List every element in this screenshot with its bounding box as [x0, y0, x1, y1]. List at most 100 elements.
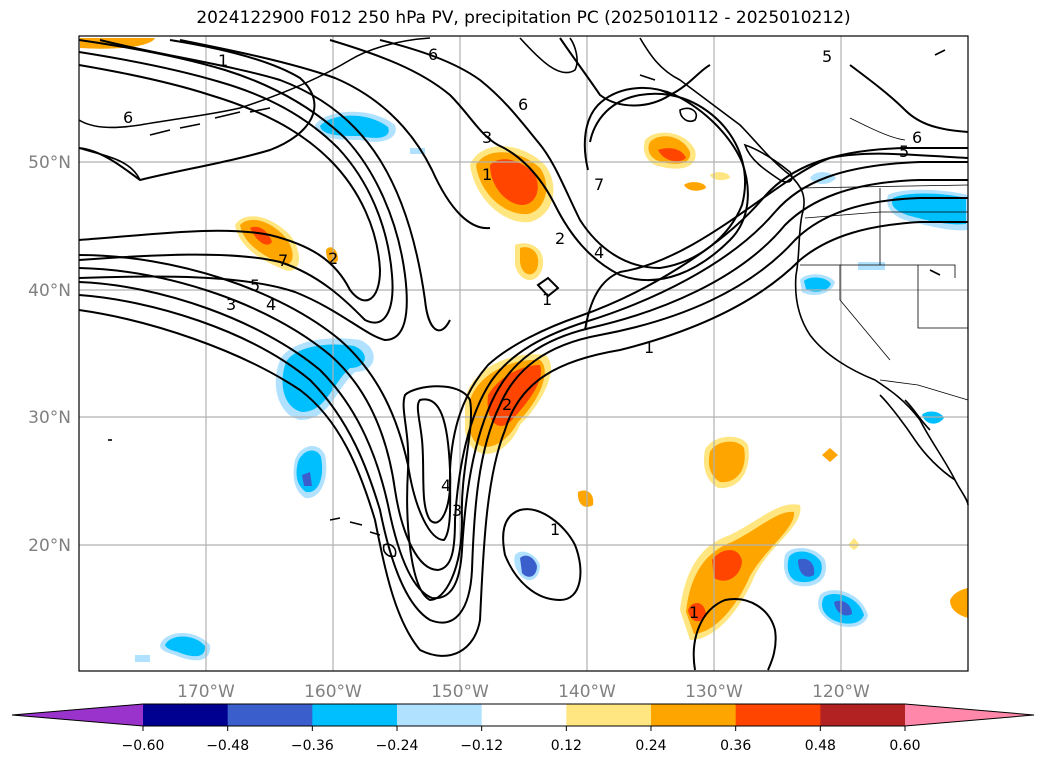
precip-blob: [658, 148, 686, 162]
latitude-labels: 50°N 40°N 30°N 20°N: [28, 153, 71, 556]
colorbar-extend-high: [905, 704, 1034, 726]
pv-contour: [78, 51, 394, 324]
contour-labels: 1 6 5 6 7 4 5 3 2 6 7 1 2 3 4 1 1 4 3 2 …: [123, 45, 922, 622]
colorbar-tick-label: −0.60: [122, 738, 165, 754]
pv-contour: [78, 39, 408, 342]
pv-contour: [692, 598, 777, 671]
pv-contour: [502, 508, 582, 602]
us-canada-border: [799, 184, 969, 189]
contour-label: 4: [441, 476, 451, 495]
colorbar-tick-label: 0.36: [720, 738, 751, 754]
pv-contour: [78, 221, 968, 657]
contour-label: 1: [644, 338, 654, 357]
precip-blob: [892, 193, 966, 225]
pv-contour: [559, 37, 711, 107]
lon-label: 140°W: [558, 682, 616, 702]
pv-contour: [329, 39, 749, 282]
precip-blob: [577, 490, 594, 507]
map-content: 1 6 5 6 7 4 5 3 2 6 7 1 2 3 4 1 1 4 3 2 …: [78, 36, 969, 671]
vancouver-island: [743, 143, 793, 183]
contour-label: 4: [266, 295, 276, 314]
pv-contour: [78, 39, 316, 182]
precip-blob: [834, 600, 852, 616]
coastlines: [78, 37, 969, 558]
precip-blob: [804, 277, 831, 292]
colorbar: −0.60 −0.48 −0.36 −0.24 −0.12 0.12 0.24 0.36 0.4…: [11, 703, 1035, 754]
pv-contour: [78, 179, 968, 600]
lon-label: 150°W: [431, 682, 489, 702]
contour-label: 5: [822, 47, 832, 66]
baja-coast: [879, 394, 956, 481]
colorbar-cell: [312, 704, 398, 726]
precip-blob: [296, 450, 323, 493]
colorbar-extend-low: [12, 704, 143, 726]
contour-label: 3: [482, 128, 492, 147]
precip-blob: [822, 448, 838, 462]
pv-contour: [849, 64, 969, 133]
mexico-border: [879, 379, 969, 401]
pv-contour: [179, 39, 491, 230]
contour-label: 5: [899, 142, 909, 161]
contour-label: 1: [542, 290, 552, 309]
pv-contour: [536, 276, 560, 298]
contour-label: 3: [452, 501, 462, 520]
pv-contour: [99, 39, 451, 332]
precip-blob: [950, 588, 968, 618]
colorbar-tick-label: 0.48: [805, 738, 836, 754]
precip-blob: [282, 344, 365, 412]
colorbar-tick-label: 0.24: [635, 738, 666, 754]
contour-label: 7: [278, 251, 288, 270]
precip-blob: [686, 511, 795, 634]
precip-blob: [708, 441, 745, 483]
precip-blob: [710, 172, 730, 181]
chart-title: 2024122900 F012 250 hPa PV, precipitatio…: [196, 8, 851, 28]
alaska-coast: [78, 37, 578, 129]
pv-contours: [78, 37, 969, 671]
colorbar-cell: [143, 704, 229, 726]
precip-blob: [848, 538, 860, 550]
lon-label: 120°W: [812, 682, 870, 702]
precip-blob: [712, 550, 742, 581]
contour-label: 2: [555, 229, 565, 248]
contour-label: 2: [502, 395, 512, 414]
contour-label: 1: [218, 51, 228, 70]
colorbar-tick-label: −0.12: [460, 738, 503, 754]
precip-blob: [798, 558, 815, 577]
colorbar-cell: [651, 704, 737, 726]
precip-blob: [858, 262, 885, 270]
precip-positive-shading: [80, 38, 968, 640]
contour-label: 1: [482, 165, 492, 184]
contour-label: 2: [328, 249, 338, 268]
colorbar-tick-label: −0.48: [206, 738, 249, 754]
pv-contour: [379, 39, 746, 270]
precip-blob: [487, 365, 541, 426]
colorbar-cell: [566, 704, 652, 726]
precip-blob: [684, 182, 706, 191]
precip-blob: [490, 159, 538, 205]
longitude-labels: 170°W 160°W 150°W 140°W 130°W 120°W: [177, 682, 870, 702]
lat-label: 20°N: [28, 536, 71, 556]
contour-label: 1: [689, 603, 699, 622]
map-frame: [78, 35, 969, 672]
aleutians: [78, 107, 271, 181]
contour-label: 5: [250, 276, 260, 295]
pv-contour: [402, 385, 473, 602]
contour-label: 6: [123, 108, 133, 127]
lon-label: 130°W: [685, 682, 743, 702]
pv-contour: [78, 64, 382, 302]
contour-label: 6: [518, 95, 528, 114]
precip-blob: [520, 247, 539, 275]
pv-contour: [78, 197, 968, 624]
colorbar-cell: [481, 704, 567, 726]
colorbar-cell: [397, 704, 483, 726]
northwest-coast: [639, 37, 969, 506]
precip-negative-shading: [135, 111, 968, 662]
hawaii: [329, 517, 397, 558]
precip-blob: [165, 636, 206, 657]
precip-blob: [250, 226, 272, 245]
contour-label: 7: [594, 175, 604, 194]
precip-blob: [922, 411, 944, 424]
contour-label: 4: [594, 243, 604, 262]
precip-blob: [135, 655, 150, 662]
